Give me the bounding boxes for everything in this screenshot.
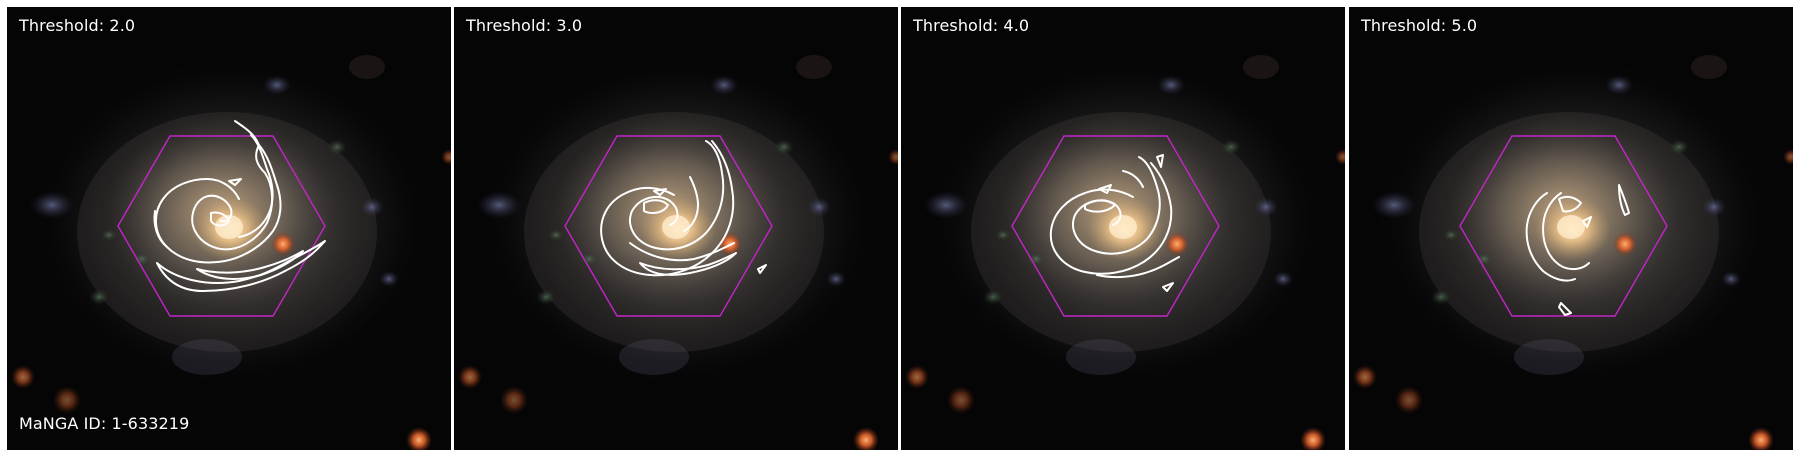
panel-threshold-5: Threshold: 5.0 (1349, 7, 1793, 450)
galaxy-image (901, 7, 1345, 450)
panel-threshold-4: Threshold: 4.0 (901, 7, 1345, 450)
galaxy-image-panel-1 (7, 7, 451, 450)
threshold-label: Threshold: 5.0 (1361, 16, 1478, 35)
galaxy-image (1349, 7, 1793, 450)
galaxy-image-panel-3 (901, 7, 1345, 450)
threshold-label: Threshold: 2.0 (19, 16, 136, 35)
galaxy-image-panel-2 (454, 7, 898, 450)
galaxy-image-panel-4 (1349, 7, 1793, 450)
panel-threshold-3: Threshold: 3.0 (454, 7, 898, 450)
galaxy-image (454, 7, 898, 450)
galaxy-image (7, 7, 451, 450)
manga-id-label: MaNGA ID: 1-633219 (19, 414, 190, 433)
threshold-label: Threshold: 3.0 (466, 16, 583, 35)
panel-threshold-2: Threshold: 2.0 MaNGA ID: 1-633219 (7, 7, 451, 450)
threshold-label: Threshold: 4.0 (913, 16, 1030, 35)
